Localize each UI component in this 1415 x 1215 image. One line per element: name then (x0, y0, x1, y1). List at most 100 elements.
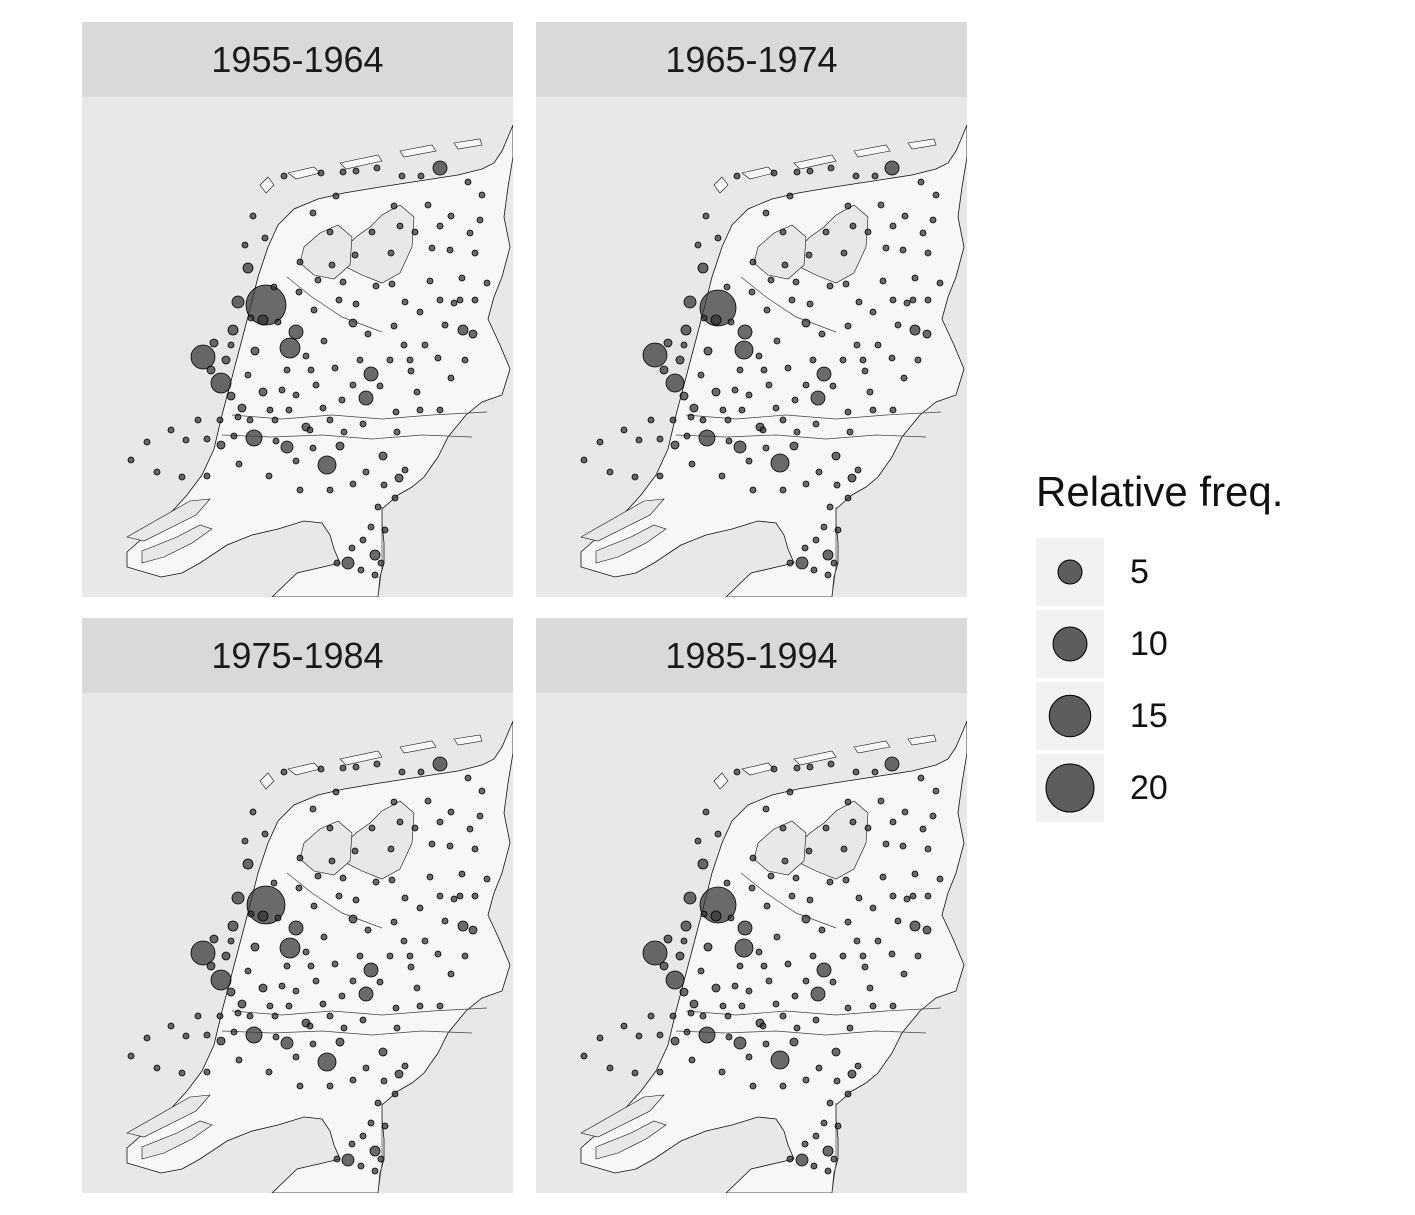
frequency-point (416, 308, 424, 316)
frequency-point (793, 428, 801, 436)
frequency-point (230, 1028, 238, 1036)
frequency-point (182, 436, 190, 444)
frequency-point (806, 300, 814, 308)
frequency-point (852, 172, 860, 180)
frequency-point (358, 390, 374, 406)
size-legend: Relative freq. 5 10 15 20 (1036, 468, 1283, 824)
frequency-point (853, 341, 861, 349)
frequency-point (669, 1012, 677, 1020)
frequency-point (441, 917, 449, 925)
frequency-point (270, 283, 278, 291)
frequency-point (697, 858, 709, 870)
legend-key-label: 20 (1130, 768, 1168, 807)
frequency-point (809, 952, 817, 960)
frequency-point (738, 1002, 746, 1010)
frequency-point (206, 961, 216, 971)
frequency-point (792, 278, 800, 286)
frequency-point (234, 1009, 242, 1017)
frequency-point (852, 768, 860, 776)
frequency-point (309, 805, 317, 813)
frequency-point (767, 276, 775, 284)
frequency-point (738, 406, 746, 414)
frequency-point (349, 1076, 357, 1084)
frequency-point (888, 354, 896, 362)
frequency-point (302, 352, 310, 360)
frequency-point (153, 1064, 161, 1072)
frequency-point (779, 228, 787, 236)
frequency-point (779, 486, 787, 494)
frequency-point (363, 962, 379, 978)
frequency-point (802, 977, 810, 985)
frequency-point (352, 896, 360, 904)
frequency-point (153, 468, 161, 476)
frequency-point (390, 202, 398, 210)
netherlands-map (536, 693, 967, 1193)
frequency-point (702, 808, 710, 816)
frequency-point (765, 977, 773, 985)
frequency-point (919, 825, 927, 833)
legend-key-row: 5 (1036, 536, 1283, 608)
frequency-point (679, 987, 689, 997)
frequency-point (416, 406, 424, 414)
frequency-point (387, 845, 395, 853)
frequency-point (194, 416, 202, 424)
frequency-point (826, 282, 834, 290)
frequency-point (466, 229, 474, 237)
frequency-point (793, 1024, 801, 1032)
frequency-point (846, 428, 854, 436)
frequency-point (675, 355, 685, 365)
frequency-point (349, 480, 357, 488)
frequency-point (844, 798, 852, 806)
frequency-point (230, 432, 238, 440)
frequency-point (374, 503, 382, 511)
frequency-point (871, 768, 879, 776)
frequency-point (376, 978, 384, 986)
frequency-point (725, 1033, 733, 1041)
frequency-point (359, 1016, 367, 1024)
frequency-point (635, 436, 643, 444)
frequency-point (340, 428, 348, 436)
frequency-point (866, 388, 874, 396)
frequency-point (795, 556, 809, 570)
frequency-point (859, 952, 867, 960)
frequency-point (669, 416, 677, 424)
wadden-island (793, 154, 837, 170)
frequency-point (810, 1162, 818, 1170)
frequency-point (335, 441, 345, 451)
frequency-point (606, 468, 614, 476)
frequency-point (381, 526, 389, 534)
frequency-point (227, 341, 235, 349)
frequency-point (781, 261, 789, 269)
frequency-point (258, 387, 268, 397)
frequency-point (734, 340, 754, 360)
frequency-point (450, 299, 458, 307)
frequency-point (434, 354, 442, 362)
frequency-point (679, 391, 689, 401)
frequency-point (694, 837, 702, 845)
frequency-point (736, 962, 744, 970)
frequency-point (309, 209, 317, 217)
frequency-point (296, 258, 304, 266)
frequency-point (426, 277, 434, 285)
frequency-point (924, 296, 932, 304)
frequency-point (698, 1026, 716, 1044)
frequency-point (731, 982, 739, 990)
legend-key-row: 15 (1036, 680, 1283, 752)
frequency-point (373, 164, 381, 172)
frequency-point (436, 296, 444, 304)
frequency-point (806, 167, 814, 175)
frequency-point (206, 365, 216, 375)
frequency-point (295, 288, 303, 296)
river-line (286, 872, 383, 929)
wadden-island (741, 762, 775, 776)
frequency-point (894, 917, 902, 925)
frequency-point (911, 870, 919, 878)
frequency-point (659, 365, 669, 375)
frequency-point (801, 318, 811, 328)
frequency-point (871, 172, 879, 180)
frequency-point (724, 416, 732, 424)
river-line (286, 276, 383, 333)
wadden-island (399, 144, 437, 158)
frequency-point (292, 1053, 300, 1061)
frequency-point (367, 523, 375, 531)
